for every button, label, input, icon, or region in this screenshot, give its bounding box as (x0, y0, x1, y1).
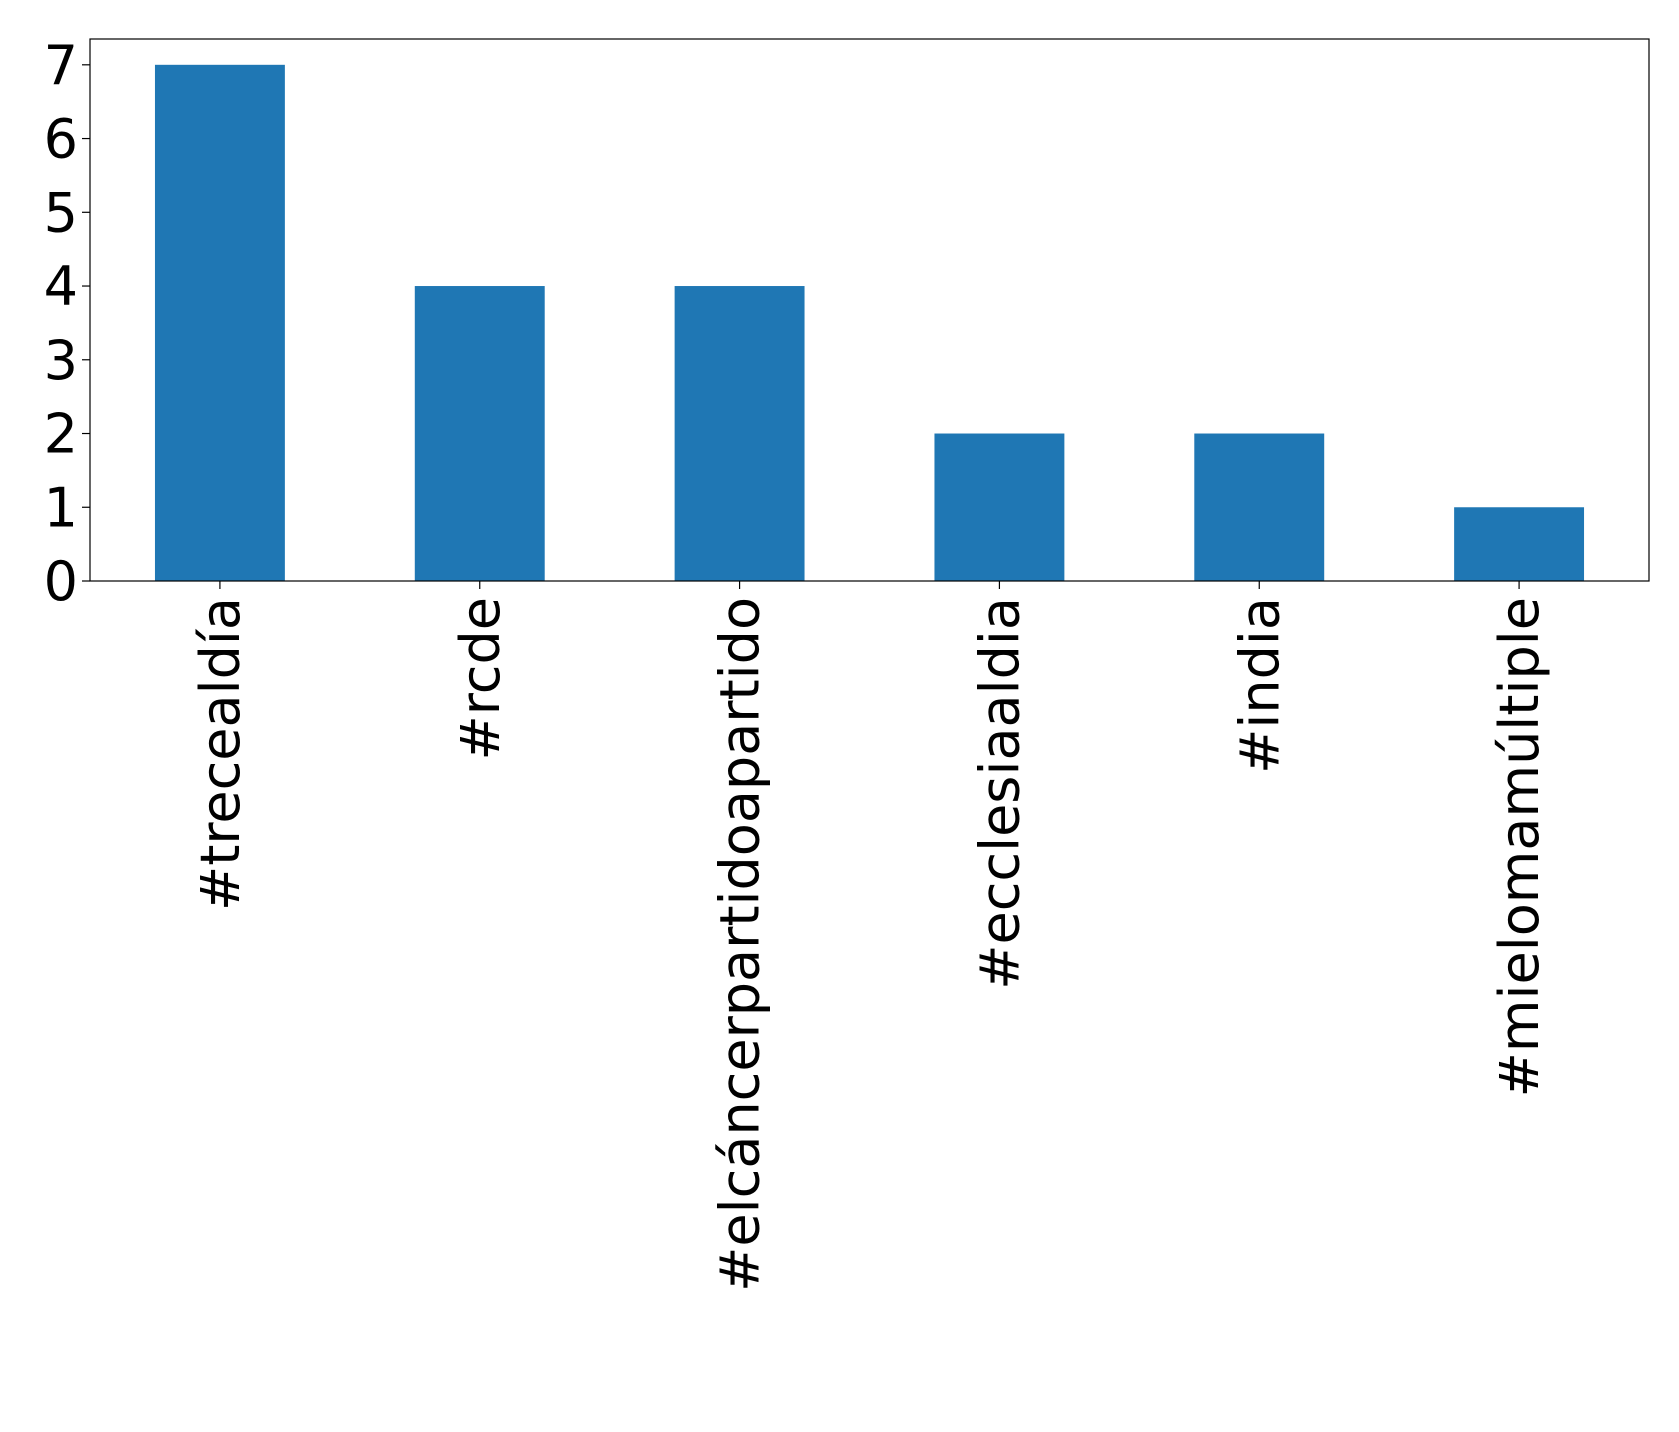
bar (414, 286, 545, 581)
x-tick-label: #rcde (449, 597, 512, 760)
x-tick-label: #mielomamúltiple (1488, 597, 1551, 1097)
y-tick-label: 6 (44, 108, 78, 171)
bar (674, 286, 805, 581)
x-tick-label: #trecealdía (189, 597, 252, 911)
bar (1454, 507, 1585, 581)
x-tick-label: #india (1228, 597, 1291, 774)
bar (1194, 433, 1325, 581)
y-tick-label: 1 (44, 476, 78, 539)
x-tick-label: #elcáncerpartidoapartido (709, 597, 772, 1292)
y-tick-label: 3 (44, 329, 78, 392)
bar (154, 64, 285, 582)
y-tick-label: 4 (44, 255, 78, 318)
bar (934, 433, 1065, 581)
x-tick-label: #ecclesiaaldia (968, 597, 1031, 990)
axes-frame (89, 38, 1650, 582)
y-tick-label: 7 (44, 34, 78, 97)
y-tick-label: 5 (44, 181, 78, 244)
y-tick-label: 0 (44, 550, 78, 613)
y-tick-label: 2 (44, 403, 78, 466)
